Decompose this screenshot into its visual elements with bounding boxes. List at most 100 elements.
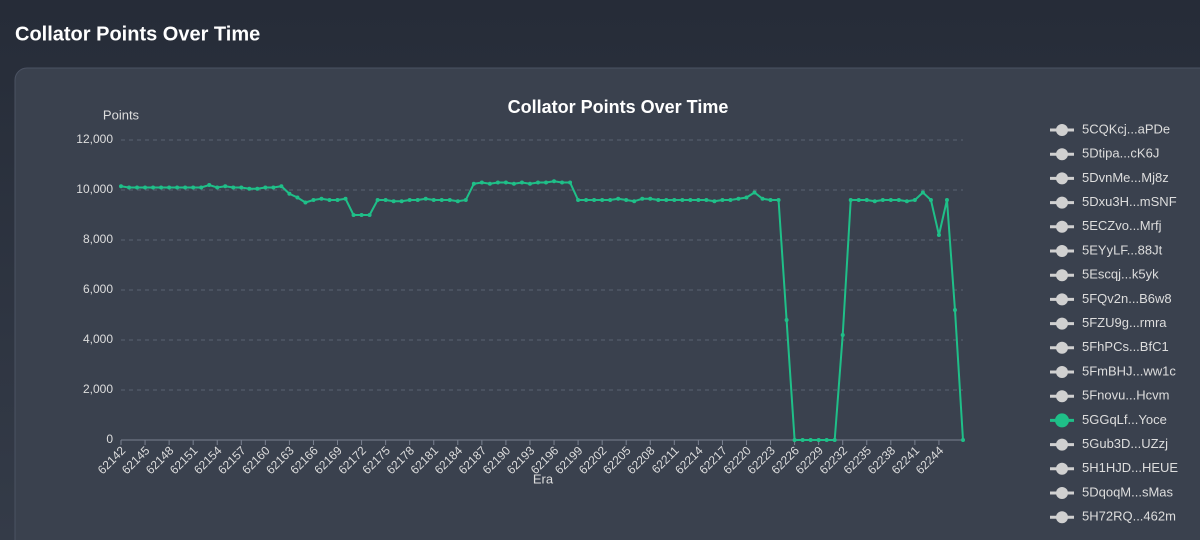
data-point — [431, 198, 436, 202]
data-point — [816, 438, 821, 442]
data-point — [712, 199, 717, 204]
data-point — [928, 198, 933, 202]
data-point — [303, 200, 308, 205]
data-point — [471, 181, 476, 186]
data-point — [399, 199, 404, 204]
data-point — [351, 213, 356, 217]
data-point — [215, 185, 220, 190]
legend-icon[interactable] — [1056, 172, 1068, 185]
data-point — [880, 198, 885, 202]
legend-label[interactable]: 5GGqLf...Yoce — [1082, 412, 1167, 427]
data-point — [728, 198, 733, 202]
data-point — [247, 186, 252, 191]
data-point — [808, 438, 813, 442]
legend-icon[interactable] — [1056, 438, 1068, 451]
data-point — [920, 190, 925, 195]
y-tick-label: 4,000 — [83, 332, 113, 346]
data-point — [343, 196, 348, 201]
data-point — [423, 196, 428, 201]
legend-icon[interactable] — [1056, 462, 1068, 475]
data-point — [447, 198, 452, 202]
legend-label[interactable]: 5ECZvo...Mrfj — [1082, 218, 1162, 233]
data-point — [455, 199, 460, 204]
legend-icon[interactable] — [1056, 148, 1068, 161]
data-point — [592, 198, 597, 202]
data-point — [952, 308, 957, 312]
data-point — [167, 185, 172, 190]
legend-label[interactable]: 5Dtipa...cK6J — [1082, 146, 1159, 161]
legend-label[interactable]: 5H1HJD...HEUE — [1082, 460, 1178, 475]
data-point — [295, 195, 300, 200]
legend-icon[interactable] — [1056, 196, 1068, 209]
legend-icon[interactable] — [1056, 293, 1068, 306]
data-point — [375, 198, 380, 202]
legend-icon[interactable] — [1056, 124, 1068, 136]
legend-icon[interactable] — [1056, 366, 1068, 378]
legend-label[interactable]: 5CQKcj...aPDe — [1082, 121, 1170, 136]
data-point — [223, 184, 228, 189]
data-point — [199, 185, 204, 190]
legend-label[interactable]: 5EYyLF...88Jt — [1082, 242, 1163, 257]
data-point — [624, 198, 629, 202]
data-point — [359, 213, 364, 217]
series-line — [120, 180, 964, 441]
data-point — [760, 196, 765, 201]
data-point — [159, 185, 164, 190]
data-point — [688, 198, 693, 202]
data-point — [696, 198, 701, 202]
legend-icon[interactable] — [1056, 341, 1068, 354]
legend-label[interactable]: 5FmBHJ...ww1c — [1082, 363, 1176, 378]
legend-label[interactable]: 5H72RQ...462m — [1082, 509, 1176, 524]
legend-label[interactable]: 5FQv2n...B6w8 — [1082, 291, 1172, 306]
legend-icon[interactable] — [1056, 220, 1068, 233]
legend-label[interactable]: 5DqoqM...sMas — [1082, 484, 1174, 499]
data-point — [840, 333, 845, 337]
data-point — [327, 198, 332, 202]
legend-icon[interactable] — [1056, 269, 1068, 282]
data-point — [127, 185, 132, 190]
data-point — [439, 198, 444, 202]
legend-icon[interactable] — [1055, 413, 1069, 428]
legend-label[interactable]: 5FZU9g...rmra — [1082, 315, 1167, 330]
legend-label[interactable]: 5Dxu3H...mSNF — [1082, 194, 1177, 209]
data-point — [680, 198, 685, 202]
data-point — [383, 198, 388, 202]
data-point — [568, 180, 573, 185]
data-point — [183, 185, 188, 190]
data-point — [584, 198, 589, 202]
legend-icon[interactable] — [1056, 487, 1068, 499]
data-point — [704, 198, 709, 202]
data-point — [752, 190, 757, 195]
data-point — [560, 180, 565, 185]
data-point — [576, 198, 581, 202]
y-tick-label: 2,000 — [83, 382, 113, 396]
legend-label[interactable]: 5DvnMe...Mj8z — [1082, 170, 1169, 185]
data-point — [872, 199, 877, 204]
legend-icon[interactable] — [1056, 317, 1068, 330]
data-point — [463, 198, 468, 202]
data-point — [544, 180, 549, 185]
data-point — [311, 198, 316, 202]
legend-label[interactable]: 5FhPCs...BfC1 — [1082, 339, 1169, 354]
legend-label[interactable]: 5Escqj...k5yk — [1082, 267, 1159, 282]
y-axis-label: Points — [103, 107, 140, 122]
legend-label[interactable]: 5Fnovu...Hcvm — [1082, 388, 1169, 403]
data-point — [856, 198, 861, 202]
legend-icon[interactable] — [1056, 245, 1068, 257]
chart-title: Collator Points Over Time — [508, 97, 729, 117]
x-axis-label: Era — [533, 471, 554, 486]
legend-icon[interactable] — [1056, 511, 1068, 524]
data-point — [319, 196, 324, 201]
data-point — [367, 213, 372, 217]
legend-icon[interactable] — [1056, 390, 1068, 403]
data-point — [720, 198, 725, 202]
legend-label[interactable]: 5Gub3D...UZzj — [1082, 436, 1168, 451]
data-point — [784, 318, 789, 322]
data-point — [664, 198, 669, 202]
data-point — [776, 198, 781, 202]
data-point — [648, 196, 653, 201]
data-point — [608, 198, 613, 202]
data-point — [231, 185, 236, 190]
